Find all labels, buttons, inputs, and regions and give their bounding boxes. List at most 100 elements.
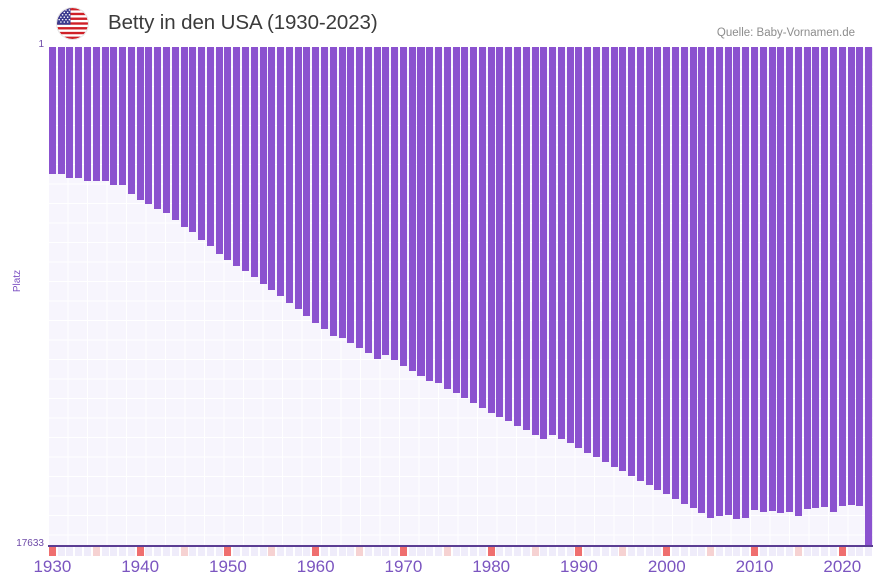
bar[interactable]: [136, 47, 144, 200]
bar[interactable]: [672, 47, 680, 500]
bar[interactable]: [215, 47, 223, 254]
bar[interactable]: [127, 47, 135, 195]
bar[interactable]: [645, 47, 653, 486]
bar[interactable]: [294, 47, 302, 310]
bar[interactable]: [162, 47, 170, 213]
bar[interactable]: [803, 47, 811, 510]
bar[interactable]: [66, 47, 74, 178]
bar[interactable]: [119, 47, 127, 185]
bar[interactable]: [575, 47, 583, 449]
bar[interactable]: [83, 47, 91, 182]
bar[interactable]: [707, 47, 715, 518]
bar[interactable]: [593, 47, 601, 458]
bar[interactable]: [198, 47, 206, 240]
bar[interactable]: [417, 47, 425, 377]
bar[interactable]: [540, 47, 548, 440]
bar[interactable]: [259, 47, 267, 284]
bar[interactable]: [794, 47, 802, 516]
bar[interactable]: [399, 47, 407, 366]
x-tick-minor: [119, 546, 127, 556]
x-tick-minor: [549, 546, 557, 556]
bar[interactable]: [320, 47, 328, 330]
bar[interactable]: [505, 47, 513, 422]
bar[interactable]: [478, 47, 486, 408]
bar[interactable]: [496, 47, 504, 418]
bar[interactable]: [356, 47, 364, 349]
bar[interactable]: [838, 47, 846, 506]
x-axis-tick-strip: [48, 546, 873, 556]
bar[interactable]: [233, 47, 241, 267]
bar[interactable]: [531, 47, 539, 435]
bar[interactable]: [847, 47, 855, 505]
bar[interactable]: [724, 47, 732, 515]
bar[interactable]: [48, 47, 56, 174]
bar[interactable]: [487, 47, 495, 413]
bar[interactable]: [557, 47, 565, 439]
bar[interactable]: [619, 47, 627, 472]
bar[interactable]: [303, 47, 311, 316]
bar[interactable]: [110, 47, 118, 185]
bar[interactable]: [751, 47, 759, 510]
bar[interactable]: [584, 47, 592, 453]
bar[interactable]: [786, 47, 794, 513]
bar[interactable]: [610, 47, 618, 467]
bar[interactable]: [329, 47, 337, 337]
bar[interactable]: [277, 47, 285, 297]
bar[interactable]: [382, 47, 390, 355]
bar[interactable]: [636, 47, 644, 481]
x-tick-minor: [619, 546, 627, 556]
bar[interactable]: [865, 47, 873, 545]
bar[interactable]: [777, 47, 785, 513]
bar[interactable]: [522, 47, 530, 431]
bar[interactable]: [698, 47, 706, 513]
bar[interactable]: [408, 47, 416, 371]
bar[interactable]: [470, 47, 478, 404]
bar[interactable]: [364, 47, 372, 354]
bar[interactable]: [57, 47, 65, 174]
bar[interactable]: [628, 47, 636, 476]
bar[interactable]: [426, 47, 434, 381]
bar[interactable]: [549, 47, 557, 435]
bar[interactable]: [171, 47, 179, 221]
bar[interactable]: [812, 47, 820, 508]
bar[interactable]: [768, 47, 776, 512]
bar[interactable]: [680, 47, 688, 504]
bar[interactable]: [145, 47, 153, 205]
bar[interactable]: [689, 47, 697, 509]
bar[interactable]: [101, 47, 109, 182]
bar[interactable]: [92, 47, 100, 182]
bar[interactable]: [224, 47, 232, 261]
bar[interactable]: [154, 47, 162, 209]
bar[interactable]: [241, 47, 249, 272]
x-tick-label: 1960: [296, 557, 335, 576]
bar[interactable]: [742, 47, 750, 518]
bar[interactable]: [856, 47, 864, 506]
bar[interactable]: [180, 47, 188, 227]
bar[interactable]: [654, 47, 662, 490]
bar[interactable]: [373, 47, 381, 359]
bar[interactable]: [189, 47, 197, 233]
bar[interactable]: [733, 47, 741, 520]
bar[interactable]: [566, 47, 574, 444]
bar[interactable]: [443, 47, 451, 389]
bar[interactable]: [338, 47, 346, 338]
bar[interactable]: [601, 47, 609, 463]
bar[interactable]: [435, 47, 443, 384]
bar[interactable]: [759, 47, 767, 512]
bar[interactable]: [452, 47, 460, 394]
bar[interactable]: [829, 47, 837, 512]
x-tick-minor: [408, 546, 416, 556]
bar[interactable]: [312, 47, 320, 323]
bar[interactable]: [663, 47, 671, 495]
bar[interactable]: [715, 47, 723, 516]
bar[interactable]: [268, 47, 276, 290]
bar[interactable]: [206, 47, 214, 247]
bar[interactable]: [250, 47, 258, 278]
bar[interactable]: [461, 47, 469, 399]
bar[interactable]: [514, 47, 522, 426]
bar[interactable]: [391, 47, 399, 361]
bar[interactable]: [821, 47, 829, 507]
bar[interactable]: [75, 47, 83, 178]
bar[interactable]: [347, 47, 355, 343]
bar[interactable]: [285, 47, 293, 303]
